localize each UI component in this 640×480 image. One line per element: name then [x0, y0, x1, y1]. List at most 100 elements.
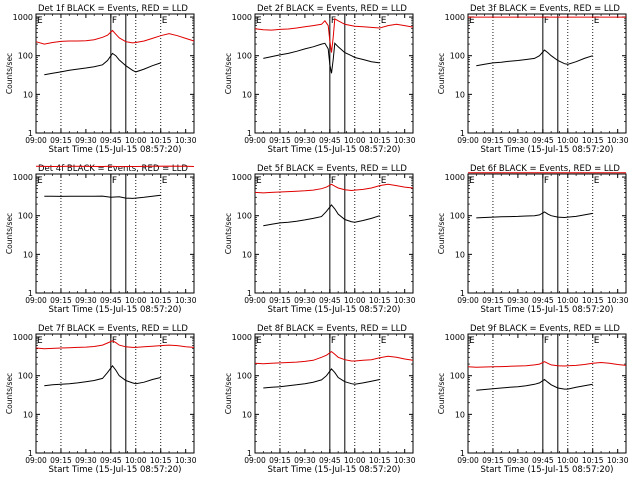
- x-tick-label: 10:30: [175, 136, 197, 145]
- y-tick-label: 1000: [232, 13, 252, 22]
- x-tick-label: 09:45: [319, 136, 341, 145]
- x-tick-label: 09:15: [50, 136, 72, 145]
- x-tick-label: 09:00: [25, 296, 47, 305]
- y-tick-label: 100: [450, 52, 465, 61]
- plot-frame: [254, 173, 414, 294]
- panel-title: Det 1f BLACK = Events, RED = LLD: [38, 4, 188, 14]
- y-axis-label: Counts/sec: [437, 373, 446, 414]
- plot-frame: [35, 173, 195, 294]
- panel-det-5: Det 5f BLACK = Events, RED = LLD 1 10 100 10…: [224, 164, 416, 315]
- panel-title: Det 8f BLACK = Events, RED = LLD: [257, 324, 407, 334]
- panel-det-3: Det 3f BLACK = Events, RED = LLD 1 10 100 10…: [437, 4, 629, 155]
- y-tick-label: 1: [247, 129, 252, 138]
- x-axis-label: Start Time (15-Jul-15 08:57:20): [268, 145, 401, 155]
- interval-marker-label: E: [162, 16, 168, 26]
- x-tick-label: 09:00: [244, 136, 266, 145]
- x-tick-label: 10:15: [150, 296, 172, 305]
- interval-marker-label: E: [381, 16, 387, 26]
- y-tick-label: 1000: [13, 13, 33, 22]
- plot-frame: [35, 13, 195, 134]
- y-axis-label: Counts/sec: [224, 213, 233, 254]
- x-tick-label: 10:15: [369, 136, 391, 145]
- x-tick-label: 10:30: [394, 296, 416, 305]
- plot-frame: [254, 333, 414, 454]
- interval-marker-label: F: [544, 16, 549, 26]
- y-axis-label: Counts/sec: [224, 53, 233, 94]
- series-line-events: [44, 194, 161, 199]
- x-tick-label: 10:00: [557, 296, 579, 305]
- x-tick-label: 09:45: [532, 136, 554, 145]
- y-tick-label: 1000: [232, 333, 252, 342]
- x-tick-label: 10:30: [394, 456, 416, 465]
- interval-marker-label: E: [256, 336, 262, 346]
- series-line-lld: [467, 361, 627, 368]
- x-tick-label: 09:45: [532, 456, 554, 465]
- x-tick-label: 10:30: [607, 136, 629, 145]
- interval-marker-label: F: [544, 176, 549, 186]
- panel-title: Det 4f BLACK = Events, RED = LLD: [38, 164, 188, 174]
- y-tick-label: 1: [247, 289, 252, 298]
- panel-det-1: Det 1f BLACK = Events, RED = LLD 1 10 100 10…: [5, 4, 197, 155]
- x-tick-label: 09:45: [100, 456, 122, 465]
- x-axis-label: Start Time (15-Jul-15 08:57:20): [481, 465, 614, 475]
- x-tick-label: 09:30: [294, 136, 316, 145]
- x-tick-label: 10:30: [175, 296, 197, 305]
- y-tick-label: 1: [460, 129, 465, 138]
- interval-marker-label: E: [594, 336, 600, 346]
- x-axis-label: Start Time (15-Jul-15 08:57:20): [49, 465, 182, 475]
- x-tick-label: 10:00: [557, 136, 579, 145]
- x-tick-label: 10:00: [344, 456, 366, 465]
- y-tick-label: 1: [247, 449, 252, 458]
- x-tick-label: 09:45: [100, 296, 122, 305]
- y-tick-label: 10: [242, 90, 252, 99]
- x-tick-label: 09:30: [294, 456, 316, 465]
- x-tick-label: 09:00: [244, 296, 266, 305]
- interval-marker-label: E: [162, 176, 168, 186]
- x-tick-label: 09:15: [269, 136, 291, 145]
- x-axis-label: Start Time (15-Jul-15 08:57:20): [481, 305, 614, 315]
- series-line-events: [476, 49, 593, 67]
- y-tick-label: 1: [460, 289, 465, 298]
- series-line-events: [263, 42, 380, 74]
- series-line-lld: [35, 340, 195, 350]
- y-tick-label: 1000: [232, 173, 252, 182]
- y-tick-label: 100: [237, 52, 252, 61]
- y-axis-label: Counts/sec: [5, 373, 14, 414]
- x-tick-label: 10:15: [369, 296, 391, 305]
- series-line-lld: [35, 165, 195, 168]
- series-line-lld: [254, 17, 414, 53]
- series-line-lld: [254, 183, 414, 194]
- y-tick-label: 10: [23, 250, 33, 259]
- y-tick-label: 10: [23, 410, 33, 419]
- x-tick-label: 09:00: [25, 136, 47, 145]
- x-tick-label: 09:15: [482, 136, 504, 145]
- interval-marker-label: E: [162, 336, 168, 346]
- y-tick-label: 10: [455, 410, 465, 419]
- y-tick-label: 10: [242, 250, 252, 259]
- y-tick-label: 100: [450, 372, 465, 381]
- x-axis-label: Start Time (15-Jul-15 08:57:20): [49, 145, 182, 155]
- y-tick-label: 10: [455, 90, 465, 99]
- interval-marker-label: E: [381, 336, 387, 346]
- x-tick-label: 09:30: [507, 456, 529, 465]
- interval-marker-label: F: [112, 16, 117, 26]
- x-axis-label: Start Time (15-Jul-15 08:57:20): [268, 465, 401, 475]
- panel-title: Det 7f BLACK = Events, RED = LLD: [38, 324, 188, 334]
- interval-marker-label: E: [37, 336, 43, 346]
- series-line-events: [263, 368, 380, 389]
- plot-frame: [35, 333, 195, 454]
- x-tick-label: 09:30: [75, 296, 97, 305]
- y-axis-label: Counts/sec: [437, 213, 446, 254]
- x-tick-label: 09:15: [269, 456, 291, 465]
- x-tick-label: 10:00: [125, 136, 147, 145]
- interval-marker-label: E: [469, 16, 475, 26]
- series-line-events: [476, 211, 593, 219]
- series-line-lld: [35, 29, 195, 45]
- x-tick-label: 09:45: [319, 296, 341, 305]
- panel-det-8: Det 8f BLACK = Events, RED = LLD 1 10 100 10…: [224, 324, 416, 475]
- x-tick-label: 10:30: [394, 136, 416, 145]
- y-tick-label: 1: [28, 129, 33, 138]
- x-axis-label: Start Time (15-Jul-15 08:57:20): [268, 305, 401, 315]
- panel-det-2: Det 2f BLACK = Events, RED = LLD 1 10 100 10…: [224, 4, 416, 155]
